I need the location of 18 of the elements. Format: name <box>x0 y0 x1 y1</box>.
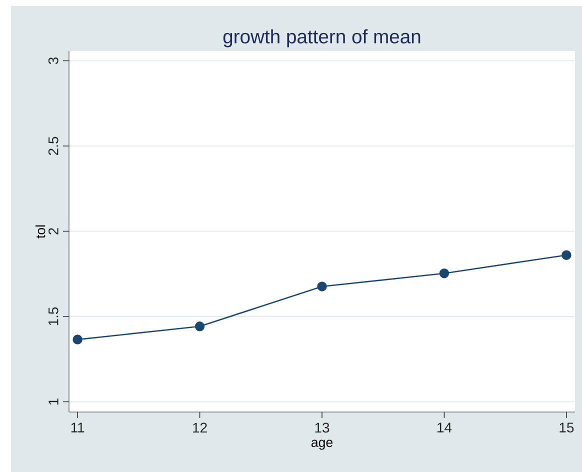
point <box>439 268 450 278</box>
y-tick-label: 1 <box>48 398 58 405</box>
point <box>562 250 572 260</box>
y-tick-label: 2.5 <box>48 136 58 155</box>
chart-title: growth pattern of mean <box>223 29 420 48</box>
x-axis-title: age <box>311 440 333 450</box>
y-tick-label: 1.5 <box>48 307 58 326</box>
x-tick-label: 15 <box>560 422 574 432</box>
point <box>72 334 82 344</box>
y-axis-title: tol <box>35 225 46 238</box>
point <box>317 282 327 292</box>
y-tick-label: 2 <box>48 228 58 234</box>
x-tick-label: 13 <box>315 422 330 433</box>
x-tick-label: 12 <box>193 422 207 432</box>
x-tick-label: 11 <box>71 422 84 432</box>
point <box>194 322 205 332</box>
y-tick-label: 3 <box>48 57 58 64</box>
x-tick-label: 14 <box>438 422 452 432</box>
